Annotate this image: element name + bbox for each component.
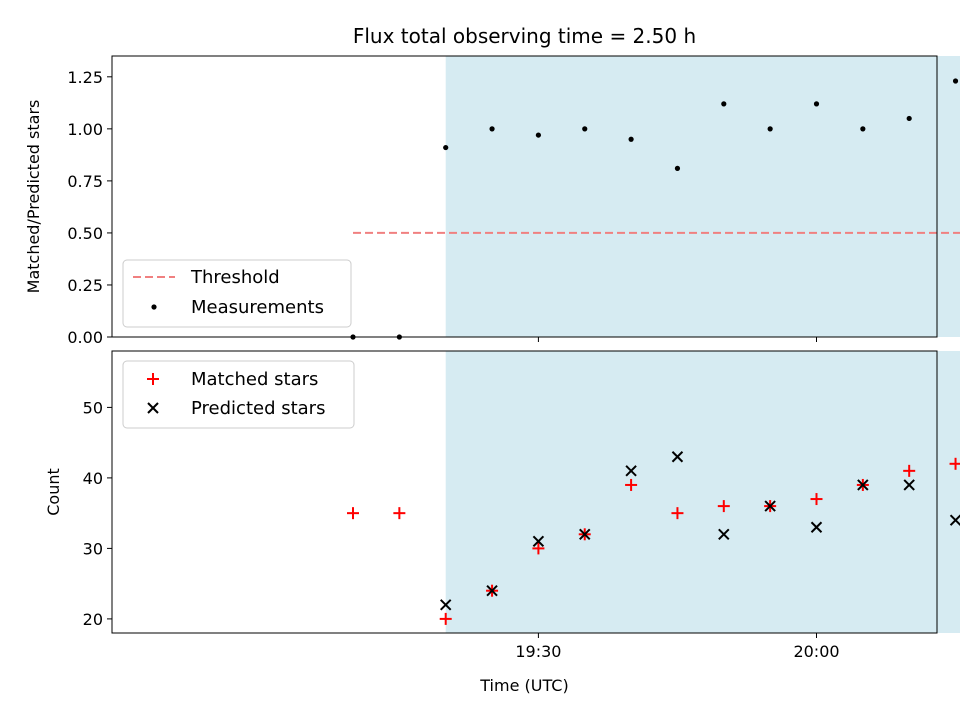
x-axis-label: Time (UTC) [479,676,568,695]
predicted-star-point [486,584,498,597]
measurement-point [952,78,959,84]
measurement-point [860,126,866,132]
predicted-star-point [764,500,776,512]
x-tick-label: 19:30 [515,642,561,661]
measurement-point [489,126,495,132]
legend-matched-swatch [147,373,159,385]
ratio-panel: 0.00 0.25 0.50 0.75 1.00 1.25 Flux total obse… [24,24,960,347]
predicted-star-point [949,514,960,526]
ratio-plot-frame [111,55,938,338]
legend-threshold-label: Threshold [190,267,280,288]
measurement-point [906,115,912,122]
predicted-star-point [857,479,869,491]
ratio-y-tick-label: 0.00 [67,328,103,347]
count-legend-box [122,360,355,429]
ratio-y-tick-label: 1.00 [67,120,103,139]
ratio-y-tick-label: 0.50 [67,224,103,243]
matched-star-point [347,507,360,520]
matched-star-point [532,542,545,555]
measurement-point [674,165,681,171]
count-y-axis-label: Count [44,468,63,516]
count-y-tick-label: 20 [83,610,103,629]
measurement-point [443,144,449,151]
ratio-legend: Threshold Measurements [122,259,352,328]
legend-measurements-label: Measurements [191,297,324,318]
predicted-star-point [810,521,823,533]
matched-star-point [671,507,684,520]
ratio-legend-box [122,259,352,328]
predicted-star-point [440,599,452,611]
ratio-y-axis-label: Matched/Predicted stars [24,100,43,294]
measurement-point [721,101,727,107]
ratio-y-tick-label: 0.25 [67,276,103,295]
predicted-star-point [671,451,684,463]
predicted-star-point [579,528,591,541]
measurement-point [813,101,820,107]
matched-star-point [439,612,452,625]
count-y-tick-label: 30 [83,539,103,558]
matched-star-point [393,507,406,520]
matched-star-point [625,478,638,491]
count-plot-frame [111,350,938,634]
measurement-point [582,126,588,132]
observing-window-band [445,351,960,633]
matched-star-point [903,464,916,477]
predicted-star-point [903,479,915,491]
matched-star-point [717,500,730,513]
ratio-y-tick-label: 1.25 [67,68,103,87]
legend-predicted-swatch [147,402,159,414]
observing-window-band [445,56,960,337]
ratio-y-tick-label: 0.75 [67,172,103,191]
legend-predicted-label: Predicted stars [191,398,325,419]
measurement-point [767,126,773,132]
count-y-tick-label: 40 [83,469,103,488]
legend-measurements-swatch [151,304,157,310]
count-legend: Matched stars Predicted stars [122,360,355,429]
x-tick-label: 20:00 [793,642,839,661]
chart-title: Flux total observing time = 2.50 h [353,24,696,48]
measurement-point [628,136,634,142]
measurement-point [535,132,542,138]
count-y-tick-label: 50 [83,398,103,417]
predicted-star-point [532,535,545,548]
legend-matched-label: Matched stars [191,369,318,390]
matched-star-point [810,493,823,506]
predicted-star-point [625,465,637,477]
predicted-star-point [718,528,730,541]
